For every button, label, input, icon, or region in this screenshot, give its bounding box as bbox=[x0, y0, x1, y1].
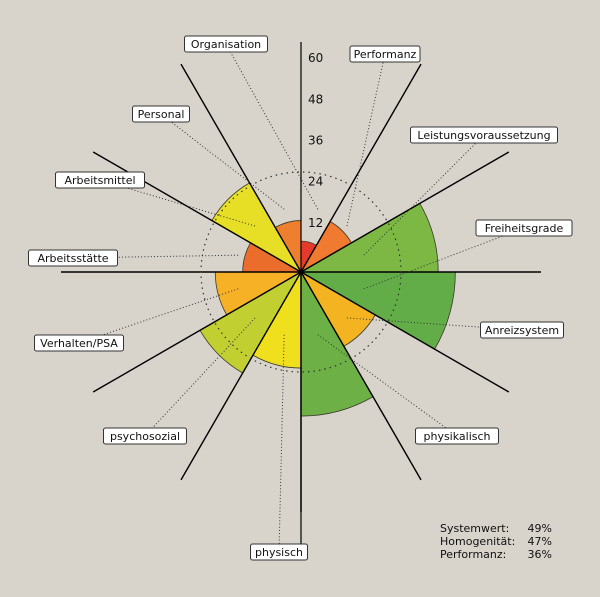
label-text: Arbeitsstätte bbox=[37, 252, 108, 265]
stat-row-systemwert: Systemwert: 49% bbox=[440, 522, 552, 535]
label-text: Leistungsvoraussetzung bbox=[417, 129, 550, 142]
label-text: Anreizsystem bbox=[485, 324, 559, 337]
sector-boundary-line bbox=[92, 271, 302, 393]
label-text: physisch bbox=[255, 546, 303, 559]
sector-boundary-line bbox=[300, 271, 510, 393]
label-box bbox=[410, 126, 558, 144]
label-text: Organisation bbox=[191, 38, 261, 51]
label-arbeitsst-tte: Arbeitsstätte bbox=[28, 249, 118, 267]
label-freiheitsgrade: Freiheitsgrade bbox=[475, 219, 573, 237]
label-box bbox=[480, 321, 564, 339]
label-box bbox=[28, 249, 118, 267]
stat-label: Systemwert: bbox=[440, 522, 510, 535]
label-physikalisch: physikalisch bbox=[415, 427, 499, 445]
label-leader-line bbox=[78, 288, 239, 344]
stat-row-homogenitaet: Homogenität: 47% bbox=[440, 535, 552, 548]
tick-label: 48 bbox=[308, 92, 323, 106]
label-leader-line bbox=[363, 134, 485, 256]
label-leader-line bbox=[278, 334, 285, 553]
label-text: Performanz bbox=[354, 48, 417, 61]
label-personal: Personal bbox=[132, 105, 190, 123]
stat-label: Homogenität: bbox=[440, 535, 516, 548]
sector-boundary-line bbox=[180, 63, 302, 273]
sector-boundary-line bbox=[300, 151, 510, 273]
label-text: physikalisch bbox=[423, 430, 490, 443]
sector-boundary-line bbox=[180, 271, 302, 481]
label-arbeitsmittel: Arbeitsmittel bbox=[55, 171, 145, 189]
stat-value: 47% bbox=[527, 535, 552, 548]
sector-boundary-line bbox=[92, 151, 302, 273]
label-box bbox=[415, 427, 499, 445]
label-psychosozial: psychosozial bbox=[103, 427, 187, 445]
label-text: Freiheitsgrade bbox=[485, 222, 564, 235]
tick-label: 60 bbox=[308, 51, 323, 65]
label-physisch: physisch bbox=[250, 543, 308, 561]
reference-ring bbox=[200, 171, 402, 373]
stat-value: 36% bbox=[527, 548, 552, 561]
label-text: psychosozial bbox=[110, 430, 180, 443]
stat-value: 49% bbox=[527, 522, 552, 535]
sector-boundary-line bbox=[300, 271, 422, 481]
label-verhalten-psa: Verhalten/PSA bbox=[34, 334, 124, 352]
label-box bbox=[34, 334, 124, 352]
label-leader-line bbox=[346, 317, 523, 331]
label-box bbox=[349, 45, 421, 63]
label-box bbox=[475, 219, 573, 237]
label-box bbox=[250, 543, 308, 561]
label-anreizsystem: Anreizsystem bbox=[480, 321, 564, 339]
label-leader-line bbox=[144, 317, 256, 437]
label-organisation: Organisation bbox=[184, 35, 268, 53]
label-box bbox=[132, 105, 190, 123]
label-text: Verhalten/PSA bbox=[40, 337, 118, 350]
label-text: Personal bbox=[138, 108, 185, 121]
label-leader-line bbox=[225, 43, 319, 210]
label-box bbox=[184, 35, 268, 53]
summary-stats: Systemwert: 49% Homogenität: 47% Perform… bbox=[440, 522, 552, 561]
label-leistungsvoraussetzung: Leistungsvoraussetzung bbox=[410, 126, 558, 144]
tick-label: 36 bbox=[308, 134, 323, 148]
label-box bbox=[55, 171, 145, 189]
stat-row-performanz: Performanz: 36% bbox=[440, 548, 552, 561]
label-leader-line bbox=[160, 113, 285, 210]
sector-boundary-line bbox=[300, 63, 422, 273]
label-text: Arbeitsmittel bbox=[64, 174, 135, 187]
label-performanz: Performanz bbox=[349, 45, 421, 63]
label-box bbox=[103, 427, 187, 445]
stat-label: Performanz: bbox=[440, 548, 507, 561]
tick-label: 24 bbox=[308, 175, 323, 189]
label-leader-line bbox=[346, 53, 386, 227]
tick-label: 12 bbox=[308, 216, 323, 230]
